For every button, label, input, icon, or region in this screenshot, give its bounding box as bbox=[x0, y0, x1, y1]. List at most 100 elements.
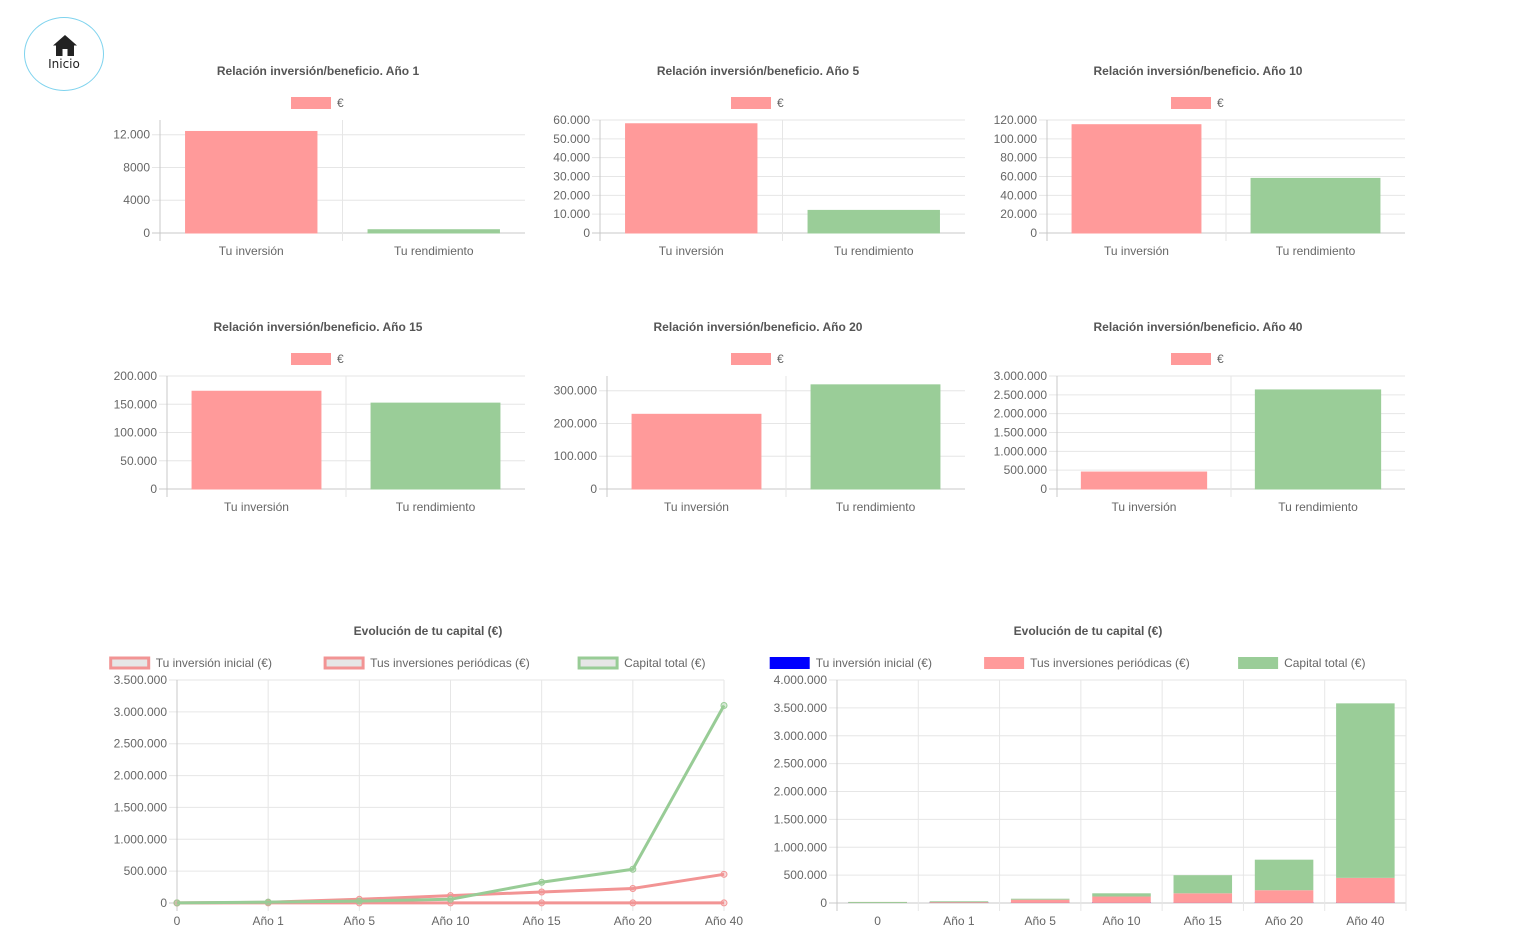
bar bbox=[191, 390, 322, 490]
y-tick-label: 1.500.000 bbox=[774, 812, 828, 826]
bar bbox=[1071, 124, 1202, 234]
stacked-bar-segment bbox=[1254, 890, 1314, 903]
bar bbox=[1254, 389, 1382, 490]
x-tick-label: Tu rendimiento bbox=[1278, 500, 1358, 514]
y-tick-label: 50.000 bbox=[553, 132, 590, 146]
legend-swatch bbox=[1171, 353, 1211, 365]
y-tick-label: 2.000.000 bbox=[774, 785, 828, 799]
y-tick-label: 60.000 bbox=[1000, 170, 1037, 184]
legend-label: € bbox=[777, 352, 784, 366]
y-tick-label: 40.000 bbox=[1000, 188, 1037, 202]
y-tick-label: 2.000.000 bbox=[114, 769, 168, 783]
y-tick-label: 3.500.000 bbox=[114, 673, 168, 687]
bar-chart-year-40: Relación inversión/beneficio. Año 40 €0 50… bbox=[994, 320, 1405, 514]
y-tick-label: 3.000.000 bbox=[774, 729, 828, 743]
legend-label: € bbox=[1217, 96, 1224, 110]
x-tick-label: Tu inversión bbox=[1104, 244, 1169, 258]
line-chart-capital-evolution: Evolución de tu capital (€) Tu inversión … bbox=[109, 624, 743, 928]
legend-swatch bbox=[1171, 97, 1211, 109]
y-tick-label: 30.000 bbox=[553, 170, 590, 184]
data-point bbox=[447, 895, 454, 903]
y-tick-label: 500.000 bbox=[1004, 463, 1048, 477]
bar bbox=[625, 123, 758, 234]
y-tick-label: 20.000 bbox=[553, 188, 590, 202]
chart-title: Evolución de tu capital (€) bbox=[1014, 624, 1163, 638]
legend-label: Tu inversión inicial (€) bbox=[816, 656, 932, 670]
x-tick-label: 0 bbox=[174, 914, 181, 928]
x-tick-label: Tu rendimiento bbox=[836, 500, 916, 514]
home-button[interactable]: Inicio bbox=[24, 17, 104, 91]
bar bbox=[1250, 177, 1381, 234]
stacked-bar-segment bbox=[1010, 898, 1070, 900]
chart-title: Relación inversión/beneficio. Año 5 bbox=[657, 64, 860, 78]
chart-title: Relación inversión/beneficio. Año 10 bbox=[1094, 64, 1303, 78]
stacked-bar-segment bbox=[1336, 877, 1395, 903]
y-tick-label: 3.000.000 bbox=[114, 705, 168, 719]
x-tick-label: Tu inversión bbox=[224, 500, 289, 514]
legend-label: Tu inversión inicial (€) bbox=[156, 656, 272, 670]
y-tick-label: 2.000.000 bbox=[994, 407, 1048, 421]
y-tick-label: 100.000 bbox=[114, 426, 158, 440]
x-tick-label: Año 20 bbox=[614, 914, 652, 928]
x-tick-label: Tu rendimiento bbox=[834, 244, 914, 258]
legend-label: Capital total (€) bbox=[1284, 656, 1365, 670]
y-tick-label: 100.000 bbox=[994, 132, 1038, 146]
y-tick-label: 200.000 bbox=[114, 369, 158, 383]
data-point bbox=[720, 701, 728, 709]
y-tick-label: 3.000.000 bbox=[994, 369, 1048, 383]
data-point bbox=[720, 899, 728, 907]
legend-label: Tus inversiones periódicas (€) bbox=[370, 656, 530, 670]
y-tick-label: 3.500.000 bbox=[774, 701, 828, 715]
legend-label: € bbox=[777, 96, 784, 110]
bar bbox=[185, 130, 318, 234]
legend-swatch bbox=[984, 657, 1025, 669]
bar bbox=[370, 402, 501, 490]
legend-label: Tus inversiones periódicas (€) bbox=[1030, 656, 1190, 670]
bar-chart-year-20: Relación inversión/beneficio. Año 20 €0 10… bbox=[554, 320, 965, 514]
y-tick-label: 150.000 bbox=[114, 397, 158, 411]
x-tick-label: Año 5 bbox=[344, 914, 376, 928]
data-point bbox=[720, 870, 728, 878]
y-tick-label: 10.000 bbox=[553, 207, 590, 221]
data-point bbox=[629, 865, 637, 873]
data-point bbox=[538, 888, 546, 896]
stacked-bar-segment bbox=[1254, 859, 1314, 891]
legend-swatch bbox=[731, 97, 771, 109]
data-point bbox=[264, 898, 272, 906]
x-tick-label: Año 40 bbox=[705, 914, 743, 928]
stacked-bar-segment bbox=[1092, 896, 1151, 903]
bar-chart-year-15: Relación inversión/beneficio. Año 15 €0 50… bbox=[114, 320, 525, 514]
y-tick-label: 50.000 bbox=[120, 454, 157, 468]
legend-label: Capital total (€) bbox=[624, 656, 705, 670]
y-tick-label: 0 bbox=[160, 896, 167, 910]
y-tick-label: 1.000.000 bbox=[114, 832, 168, 846]
bar bbox=[1080, 471, 1208, 490]
stacked-bar-segment bbox=[929, 901, 989, 903]
legend-swatch bbox=[577, 656, 619, 670]
y-tick-label: 500.000 bbox=[784, 868, 828, 882]
bar bbox=[810, 384, 941, 490]
x-tick-label: Tu inversión bbox=[659, 244, 724, 258]
y-tick-label: 100.000 bbox=[554, 449, 598, 463]
y-tick-label: 500.000 bbox=[124, 864, 168, 878]
stacked-bar-segment bbox=[848, 901, 907, 903]
y-tick-label: 2.500.000 bbox=[114, 737, 168, 751]
chart-title: Relación inversión/beneficio. Año 1 bbox=[217, 64, 420, 78]
legend-swatch bbox=[769, 657, 810, 669]
x-tick-label: Año 15 bbox=[1184, 914, 1222, 928]
x-tick-label: Año 1 bbox=[252, 914, 284, 928]
y-tick-label: 60.000 bbox=[553, 113, 590, 127]
bar-chart-year-5: Relación inversión/beneficio. Año 5 €0 10.… bbox=[553, 64, 965, 258]
y-tick-label: 4000 bbox=[123, 193, 150, 207]
x-tick-label: 0 bbox=[874, 914, 881, 928]
data-point bbox=[538, 878, 546, 886]
x-tick-label: Tu rendimiento bbox=[394, 244, 474, 258]
chart-title: Evolución de tu capital (€) bbox=[354, 624, 503, 638]
data-point bbox=[173, 899, 181, 907]
legend-label: € bbox=[337, 352, 344, 366]
data-point bbox=[355, 897, 363, 905]
x-tick-label: Tu inversión bbox=[1112, 500, 1177, 514]
legend-swatch bbox=[731, 353, 771, 365]
y-tick-label: 0 bbox=[583, 226, 590, 240]
